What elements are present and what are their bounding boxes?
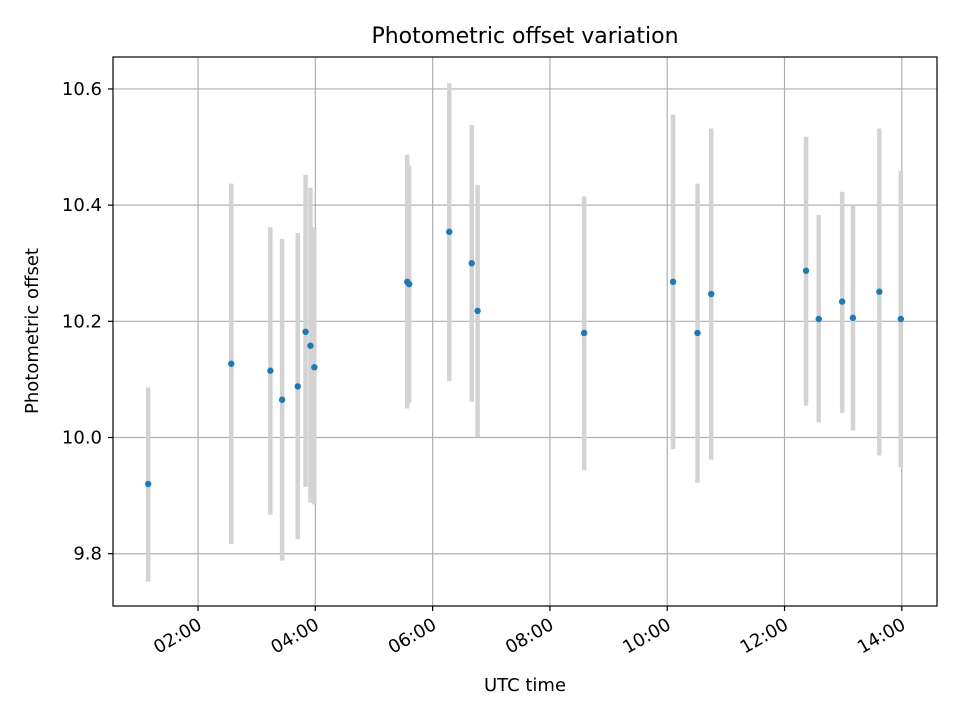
- data-point: [302, 328, 309, 335]
- y-tick-label: 9.8: [73, 544, 102, 565]
- data-point: [474, 307, 481, 315]
- data-point: [708, 290, 715, 298]
- data-point: [446, 228, 453, 236]
- data-point: [580, 329, 588, 337]
- y-tick-label: 10.4: [62, 195, 102, 216]
- y-axis-label: Photometric offset: [22, 248, 43, 414]
- y-tick-label: 10.0: [62, 428, 102, 449]
- data-point: [144, 480, 152, 488]
- grid: [113, 57, 937, 606]
- data-point: [838, 298, 846, 305]
- data-point: [307, 342, 314, 349]
- y-tick-label: 10.6: [62, 79, 102, 100]
- data-point: [468, 260, 475, 267]
- data-point: [278, 396, 286, 403]
- y-axis: 9.8 10.0 10.2 10.4 10.6: [62, 79, 113, 565]
- data-point: [849, 314, 857, 322]
- plot-frame: [112, 56, 938, 607]
- y-tick-label: 10.2: [62, 311, 102, 332]
- chart-title: Photometric offset variation: [371, 24, 678, 49]
- data-point: [311, 364, 318, 371]
- data-point: [267, 367, 274, 374]
- x-axis-label: UTC time: [484, 675, 566, 696]
- data-point: [876, 288, 883, 295]
- data-point: [897, 315, 905, 323]
- data-point: [669, 278, 677, 286]
- data-point: [802, 267, 810, 274]
- data-point: [405, 280, 413, 288]
- data-point: [294, 383, 301, 390]
- data-point: [694, 329, 701, 337]
- data-point: [228, 360, 235, 367]
- data-points: [144, 228, 905, 488]
- data-point: [815, 315, 822, 323]
